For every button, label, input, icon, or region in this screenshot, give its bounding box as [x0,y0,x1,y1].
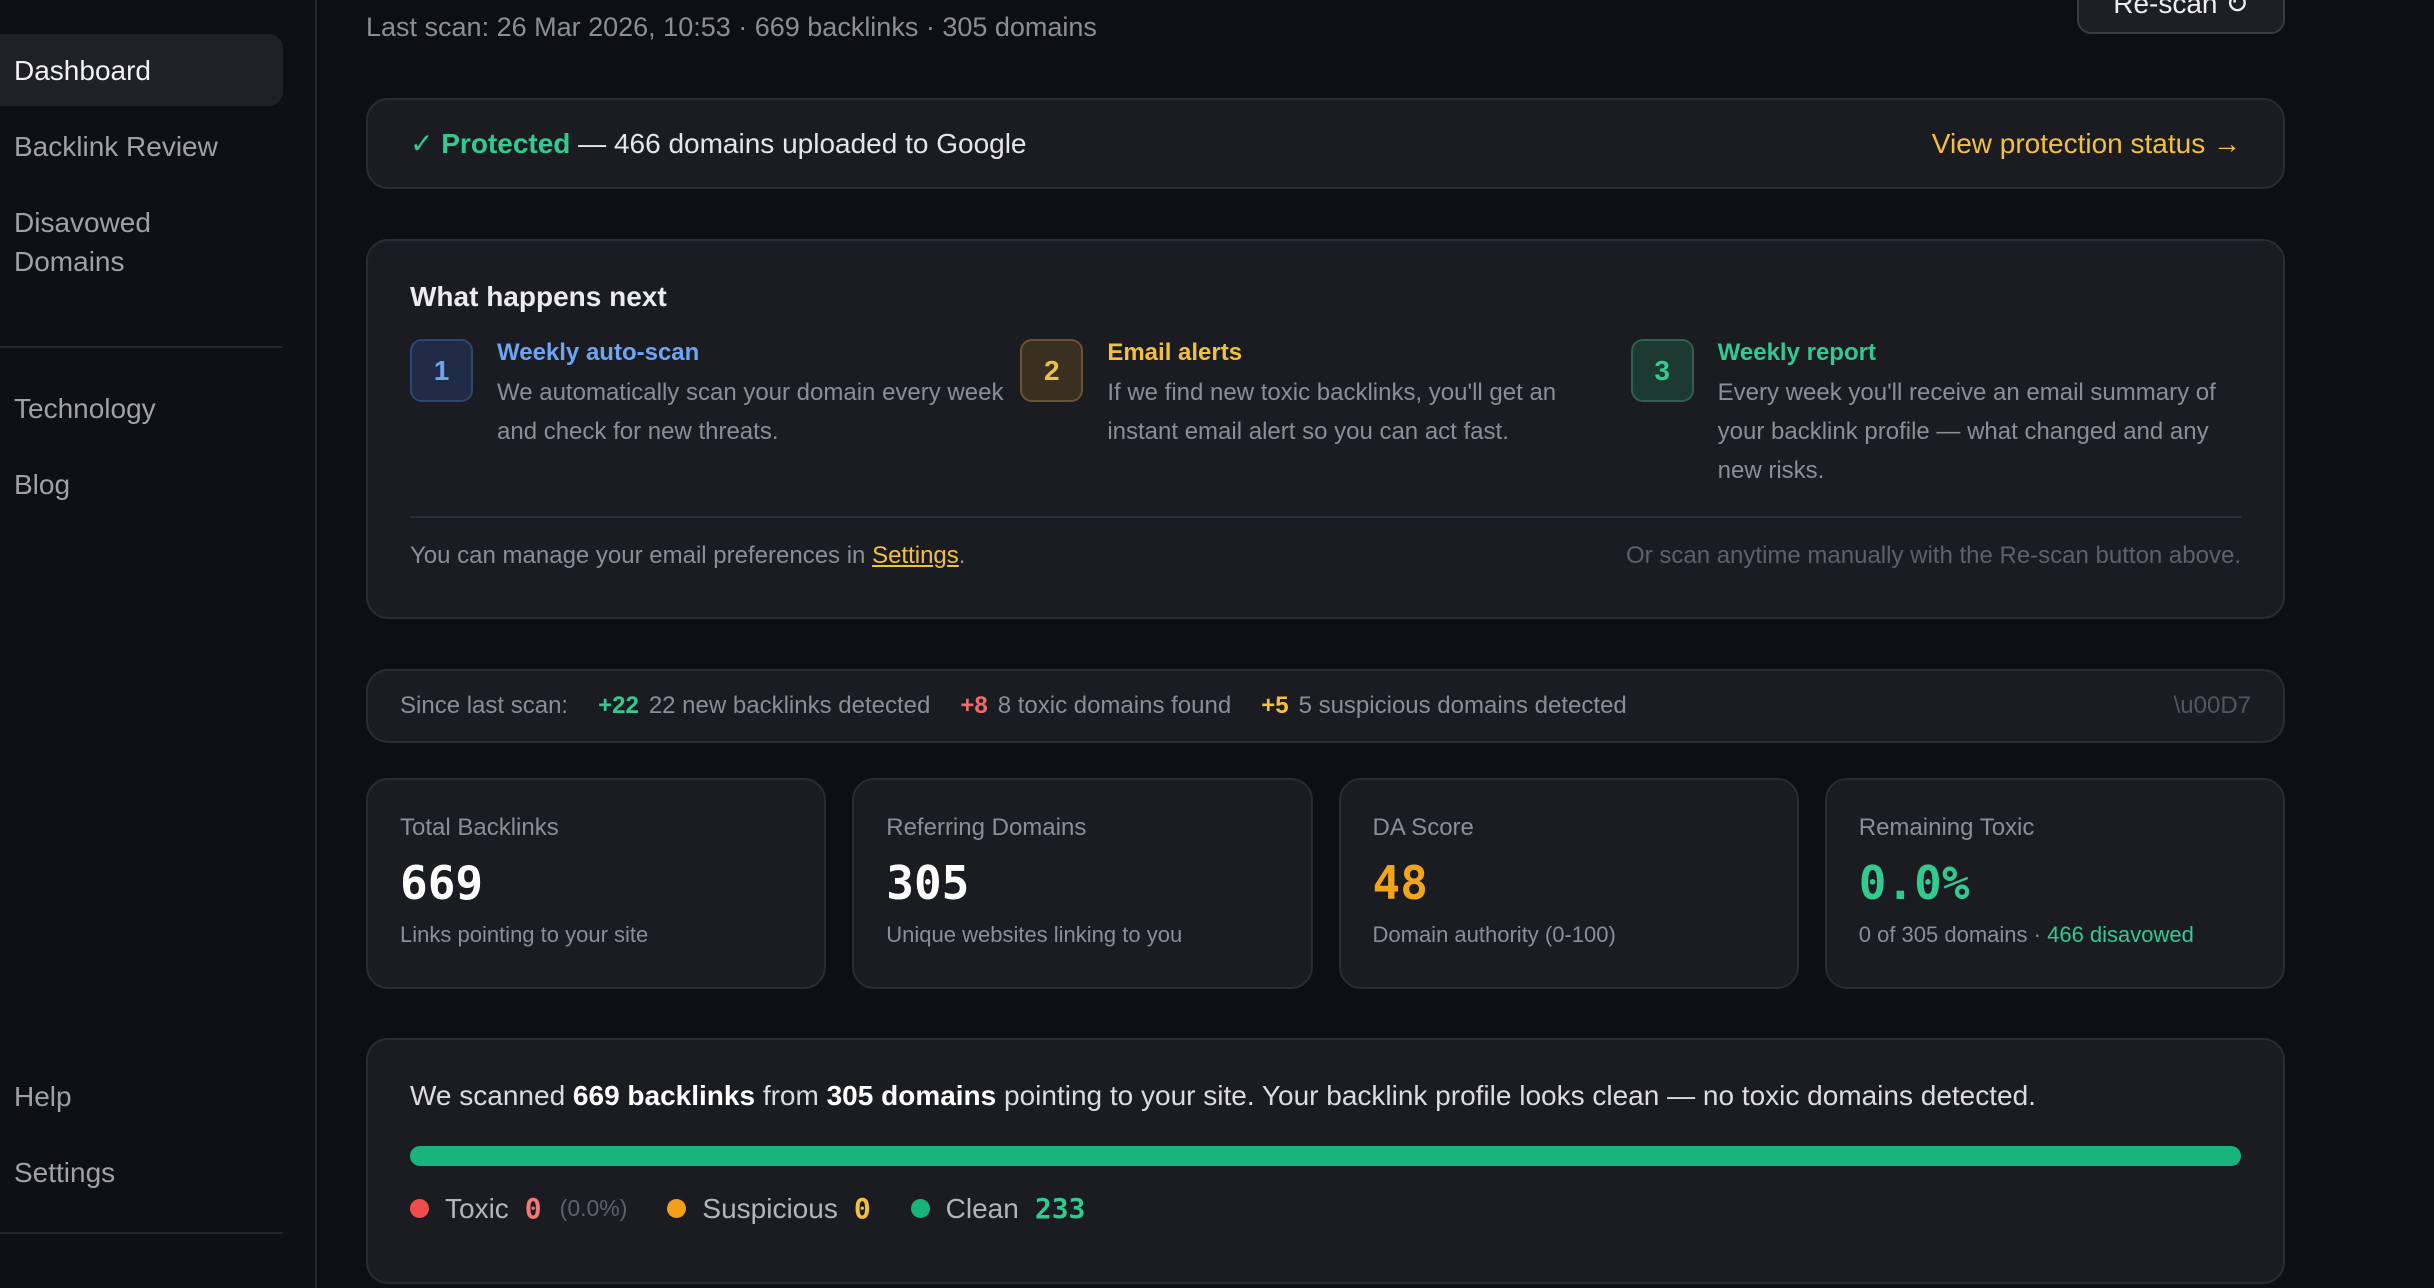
step-number-badge: 2 [1020,339,1084,402]
rescan-button[interactable]: Re-scan ↻ [2077,0,2285,34]
step-description: Every week you'll receive an email summa… [1717,379,2216,484]
scan-summary-card: We scanned 669 backlinks from 305 domain… [366,1038,2285,1284]
sidebar-item-dashboard[interactable]: Dashboard [0,34,283,106]
email-prefs-suffix: . [958,542,966,569]
stat-value: 48 [1372,856,1428,910]
stat-label: DA Score [1372,814,1474,841]
stat-value: 305 [886,856,970,910]
legend-suspicious-value: 0 [853,1192,871,1225]
manual-scan-hint: Or scan anytime manually with the Re-sca… [1626,542,2241,569]
step-title: Email alerts [1107,339,1243,366]
step-weekly-report: 3 Weekly report Every week you'll receiv… [1630,339,2241,490]
stat-value: 669 [400,856,484,910]
stats-row: Total Backlinks 669 Links pointing to yo… [366,778,2285,989]
delta-text: 22 new backlinks detected [648,692,931,719]
section-title: What happens next [410,281,667,312]
legend-toxic-label: Toxic [445,1192,509,1224]
sidebar-item-help[interactable]: Help [14,1081,72,1112]
legend: Toxic 0 (0.0%) Suspicious 0 Clean 233 [410,1192,2241,1225]
since-last-scan-bar: Since last scan: +22 22 new backlinks det… [366,669,2285,743]
email-prefs-text: You can manage your email preferences in [410,542,873,569]
clean-dot-icon [910,1199,930,1218]
stat-sub: Links pointing to your site [400,922,649,947]
stat-total-backlinks: Total Backlinks 669 Links pointing to yo… [366,778,827,989]
close-icon[interactable]: \u00D7 [2173,692,2251,719]
sidebar-divider [0,346,283,348]
stat-sub: Unique websites linking to you [886,922,1183,947]
stat-sub: 0 of 305 domains · [1858,922,2048,947]
stat-value: 0.0% [1858,856,1970,910]
view-protection-status-link[interactable]: View protection status → [1931,127,2241,159]
step-title: Weekly report [1717,339,1876,366]
suspicious-dot-icon [667,1199,687,1218]
toxic-dot-icon [410,1199,429,1218]
delta-text: 8 toxic domains found [997,692,1232,719]
protection-banner: ✓ Protected — 466 domains uploaded to Go… [366,98,2285,189]
step-description: If we find new toxic backlinks, you'll g… [1107,379,1557,445]
stat-sub: Domain authority (0-100) [1372,922,1616,947]
stat-label: Total Backlinks [400,814,559,841]
stat-label: Remaining Toxic [1858,814,2035,841]
legend-clean-value: 233 [1034,1192,1086,1225]
sidebar: Dashboard Backlink Review Disavowed Doma… [0,0,317,1288]
divider [410,516,2241,518]
sidebar-item-disavowed-domains[interactable]: Disavowed Domains [14,207,151,277]
delta-text: 5 suspicious domains detected [1298,692,1627,719]
stat-referring-domains: Referring Domains 305 Unique websites li… [852,778,1313,989]
sidebar-item-blog[interactable]: Blog [14,469,71,500]
sidebar-divider [0,1232,283,1234]
clean-progress-bar [410,1146,2241,1166]
stat-remaining-toxic: Remaining Toxic 0.0% 0 of 305 domains · … [1824,778,2285,989]
delta-backlinks: +22 [598,692,639,719]
check-icon: ✓ [410,128,434,159]
step-email-alerts: 2 Email alerts If we find new toxic back… [1020,339,1630,490]
since-label: Since last scan: [400,692,569,719]
what-happens-next-card: What happens next 1 Weekly auto-scan We … [366,239,2285,619]
step-description: We automatically scan your domain every … [497,379,1004,445]
delta-toxic: +8 [960,692,988,719]
summary-text: We scanned 669 backlinks from 305 domain… [410,1080,2036,1111]
step-title: Weekly auto-scan [497,339,700,366]
sidebar-item-technology[interactable]: Technology [14,393,156,424]
legend-clean-label: Clean [945,1192,1019,1224]
stat-da-score: DA Score 48 Domain authority (0-100) [1338,778,1799,989]
stat-label: Referring Domains [886,814,1087,841]
protection-text: — 466 domains uploaded to Google [570,128,1027,159]
protection-status: Protected [441,128,571,159]
settings-link[interactable]: Settings [872,542,959,569]
last-scan-subtitle: Last scan: 26 Mar 2026, 10:53 · 669 back… [366,12,1097,42]
sidebar-item-backlink-review[interactable]: Backlink Review [14,131,218,162]
disavowed-count: 466 disavowed [2047,922,2194,947]
step-weekly-auto-scan: 1 Weekly auto-scan We automatically scan… [410,339,1020,490]
sidebar-item-settings[interactable]: Settings [14,1157,116,1188]
legend-toxic-value: 0 [524,1192,542,1225]
legend-toxic-pct: (0.0%) [559,1195,628,1221]
step-number-badge: 1 [410,339,473,402]
delta-suspicious: +5 [1261,692,1289,719]
legend-suspicious-label: Suspicious [702,1192,838,1224]
step-number-badge: 3 [1630,339,1694,402]
